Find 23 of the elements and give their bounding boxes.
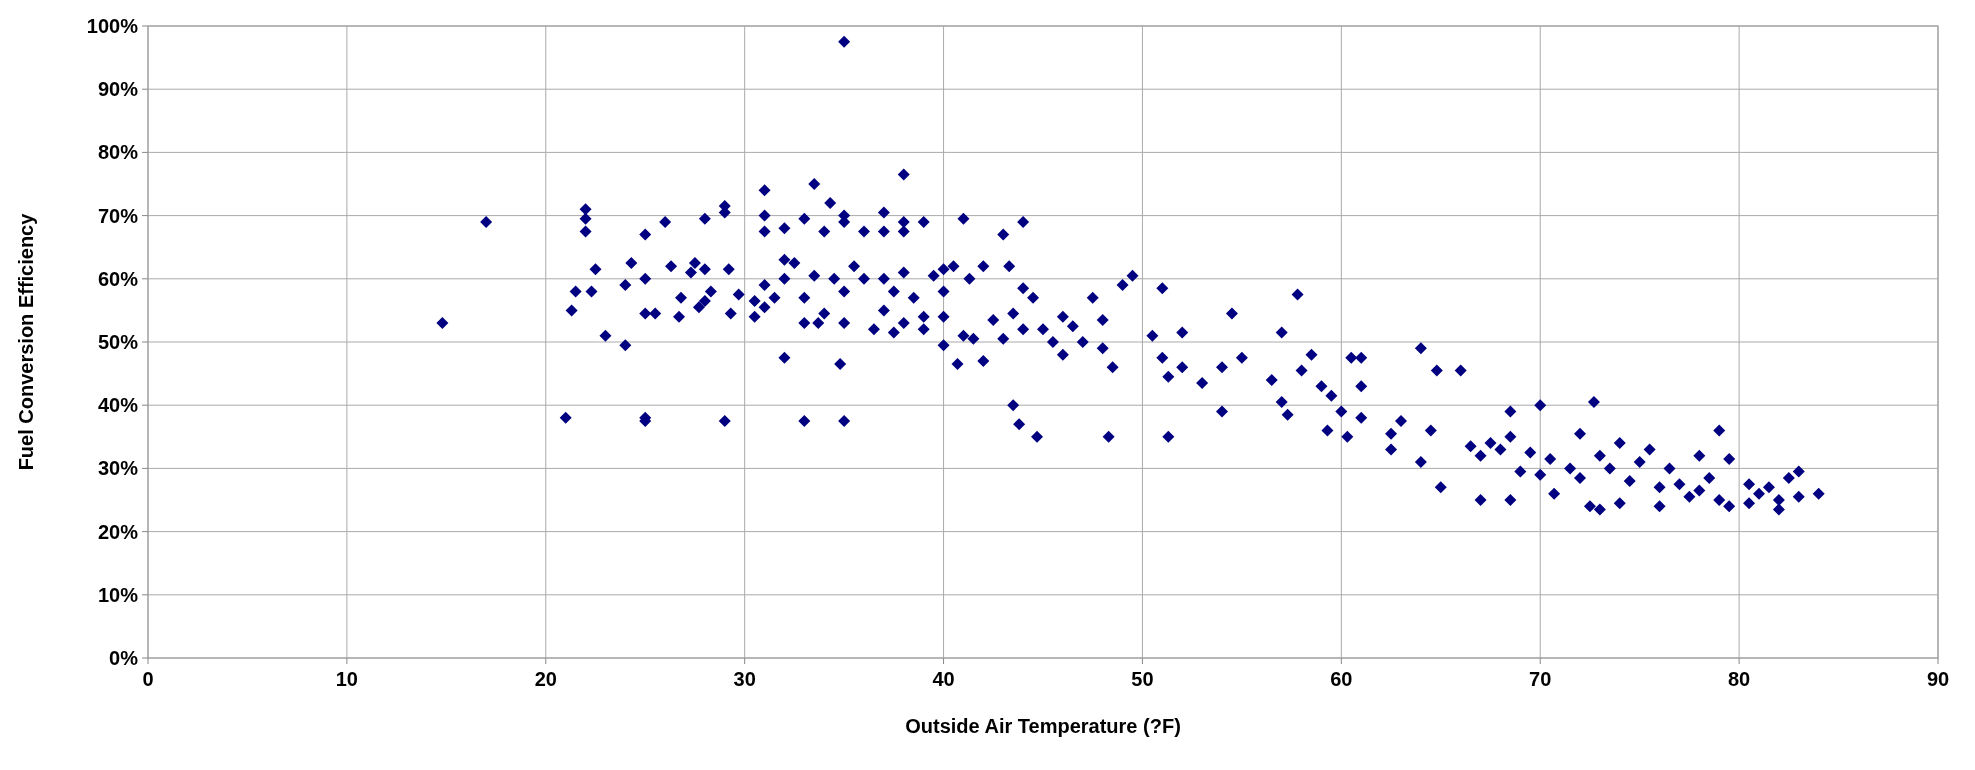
x-tick-label: 0 [142,668,154,690]
y-tick-label: 10% [97,583,139,606]
y-tick-label: 40% [97,394,139,417]
y-tick-label: 90% [97,78,139,101]
y-tick-label: 70% [97,204,139,227]
x-axis-title: Outside Air Temperature (?F) [905,715,1181,737]
x-tick-label: 40 [932,668,955,690]
x-tick-label: 60 [1330,668,1353,690]
y-tick-label: 0% [109,647,139,669]
y-tick-label: 100% [86,15,139,37]
x-tick-label: 30 [733,668,756,690]
x-tick-label: 50 [1131,668,1154,690]
y-tick-label: 30% [97,457,139,480]
y-tick-label: 50% [97,331,139,353]
y-tick-label: 60% [97,267,139,290]
y-axis-title: Fuel Conversion Efficiency [15,212,37,471]
x-tick-label: 10 [335,668,359,690]
y-tick-label: 20% [97,520,139,543]
y-tick-label: 80% [97,141,139,164]
x-tick-label: 20 [534,668,557,690]
x-tick-label: 80 [1727,668,1751,690]
x-tick-label: 90 [1926,668,1950,690]
x-tick-label: 70 [1529,668,1552,690]
